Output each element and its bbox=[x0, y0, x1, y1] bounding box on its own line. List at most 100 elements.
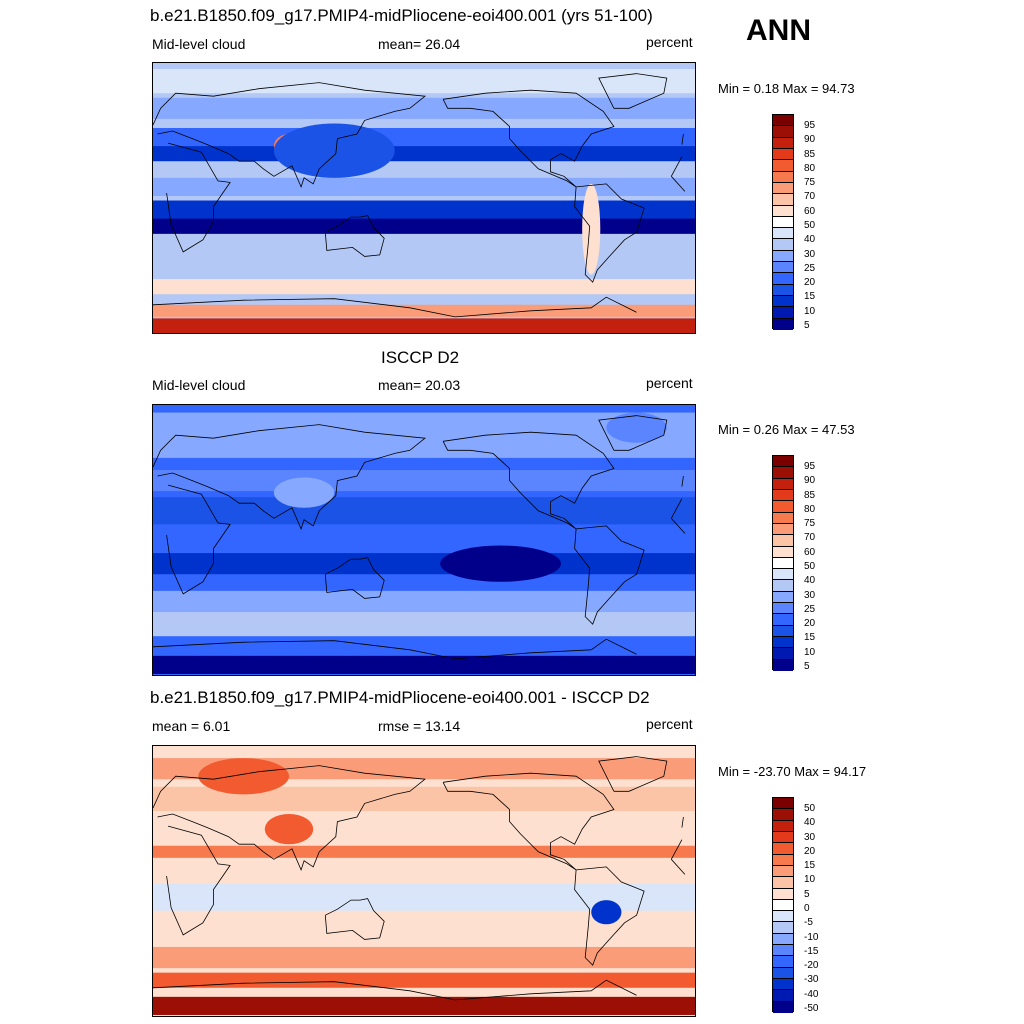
colorbar-swatch bbox=[773, 126, 793, 138]
contour-map bbox=[152, 62, 696, 334]
colorbar-swatch bbox=[773, 580, 793, 592]
contour-band bbox=[153, 318, 695, 333]
coastline bbox=[166, 484, 686, 595]
colorbar-tick-label: 30 bbox=[804, 589, 816, 601]
colorbar-swatch bbox=[773, 456, 793, 468]
colorbar bbox=[772, 455, 794, 671]
colorbar-swatch bbox=[773, 273, 793, 285]
colorbar-swatch bbox=[773, 148, 793, 161]
contour-band bbox=[153, 412, 695, 458]
colorbar-tick-label: 30 bbox=[804, 831, 816, 843]
colorbar-tick-label: 85 bbox=[804, 489, 816, 501]
colorbar-swatch bbox=[773, 535, 793, 547]
contour-feature bbox=[264, 814, 314, 845]
colorbar-swatch bbox=[773, 228, 793, 240]
colorbar-tick-label: 40 bbox=[804, 234, 816, 246]
colorbar-swatch bbox=[773, 182, 793, 195]
coastline bbox=[324, 215, 385, 257]
coastline bbox=[442, 431, 615, 530]
colorbar bbox=[772, 114, 794, 330]
colorbar-swatch bbox=[773, 990, 793, 1002]
colorbar-swatch bbox=[773, 318, 793, 330]
colorbar-tick-label: -15 bbox=[804, 945, 819, 957]
panel-left-label: mean = 6.01 bbox=[152, 718, 231, 734]
colorbar-tick-label: 10 bbox=[804, 305, 816, 317]
colorbar-tick-label: -20 bbox=[804, 960, 819, 972]
contour-band bbox=[153, 972, 695, 988]
colorbar-swatch bbox=[773, 945, 793, 957]
colorbar-swatch bbox=[773, 637, 793, 649]
contour-map bbox=[152, 404, 696, 676]
colorbar-tick-label: 50 bbox=[804, 561, 816, 572]
colorbar-swatch bbox=[773, 194, 793, 206]
colorbar-swatch bbox=[773, 843, 793, 855]
colorbar-tick-label: 30 bbox=[804, 248, 816, 260]
colorbar bbox=[772, 797, 794, 1013]
colorbar-tick-label: 60 bbox=[804, 546, 816, 558]
contour-band bbox=[153, 612, 695, 637]
contour-feature bbox=[198, 758, 289, 795]
colorbar-tick-label: -30 bbox=[804, 974, 819, 986]
contour-band bbox=[153, 996, 695, 1015]
panel-center-label: rmse = 13.14 bbox=[378, 718, 461, 734]
season-label: ANN bbox=[746, 14, 811, 47]
coastline bbox=[324, 898, 385, 940]
colorbar-swatch bbox=[773, 523, 793, 536]
colorbar-tick-label: -40 bbox=[804, 988, 819, 1000]
colorbar-tick-label: 80 bbox=[804, 162, 816, 174]
colorbar-swatch bbox=[773, 467, 793, 479]
colorbar-tick-label: 50 bbox=[804, 220, 816, 231]
min-max-label: Min = 0.26 Max = 47.53 bbox=[718, 422, 855, 437]
colorbar-swatch bbox=[773, 967, 793, 979]
colorbar-swatch bbox=[773, 877, 793, 889]
colorbar-swatch bbox=[773, 115, 793, 127]
colorbar-tick-label: 10 bbox=[804, 646, 816, 658]
coastline bbox=[153, 638, 637, 660]
colorbar-tick-label: 20 bbox=[804, 277, 816, 289]
coastline bbox=[598, 73, 668, 109]
colorbar-swatch bbox=[773, 922, 793, 934]
contour-map bbox=[152, 745, 696, 1017]
contour-band bbox=[153, 69, 695, 94]
colorbar-tick-label: 70 bbox=[804, 191, 816, 203]
colorbar-swatch bbox=[773, 865, 793, 878]
colorbar-swatch bbox=[773, 614, 793, 626]
colorbar-tick-label: 5 bbox=[804, 888, 810, 900]
coastline bbox=[574, 525, 645, 625]
contour-band bbox=[153, 469, 695, 492]
colorbar-swatch bbox=[773, 798, 793, 810]
panel-title: ISCCP D2 bbox=[381, 348, 460, 367]
colorbar-swatch bbox=[773, 262, 793, 274]
colorbar-tick-label: 10 bbox=[804, 874, 816, 886]
colorbar-swatch bbox=[773, 216, 793, 229]
coastline bbox=[153, 296, 637, 318]
colorbar-tick-label: 15 bbox=[804, 860, 816, 872]
colorbar-swatch bbox=[773, 1001, 793, 1013]
colorbar-swatch bbox=[773, 979, 793, 991]
colorbar-swatch bbox=[773, 956, 793, 968]
panel-left-label: Mid-level cloud bbox=[152, 36, 246, 52]
colorbar-tick-label: 75 bbox=[804, 518, 816, 530]
panel-title: b.e21.B1850.f09_g17.PMIP4-midPliocene-eo… bbox=[150, 6, 653, 25]
coastline bbox=[442, 89, 615, 188]
colorbar-tick-label: 60 bbox=[804, 205, 816, 217]
panel-units: percent bbox=[646, 34, 693, 50]
colorbar-swatch bbox=[773, 250, 793, 263]
colorbar-tick-label: 75 bbox=[804, 177, 816, 189]
colorbar-tick-label: 50 bbox=[804, 803, 816, 814]
coastline bbox=[166, 142, 686, 253]
colorbar-swatch bbox=[773, 625, 793, 637]
colorbar-swatch bbox=[773, 831, 793, 844]
coastline bbox=[442, 772, 615, 871]
contour-band bbox=[153, 553, 695, 575]
contour-band bbox=[153, 590, 695, 613]
coastline bbox=[153, 765, 684, 872]
colorbar-tick-label: 0 bbox=[804, 903, 810, 914]
colorbar-tick-label: 80 bbox=[804, 503, 816, 515]
contour-feature bbox=[273, 477, 335, 508]
colorbar-tick-label: 20 bbox=[804, 845, 816, 857]
colorbar-tick-label: 25 bbox=[804, 603, 816, 615]
coastline bbox=[153, 979, 637, 1001]
colorbar-tick-label: 25 bbox=[804, 262, 816, 274]
colorbar-swatch bbox=[773, 239, 793, 251]
